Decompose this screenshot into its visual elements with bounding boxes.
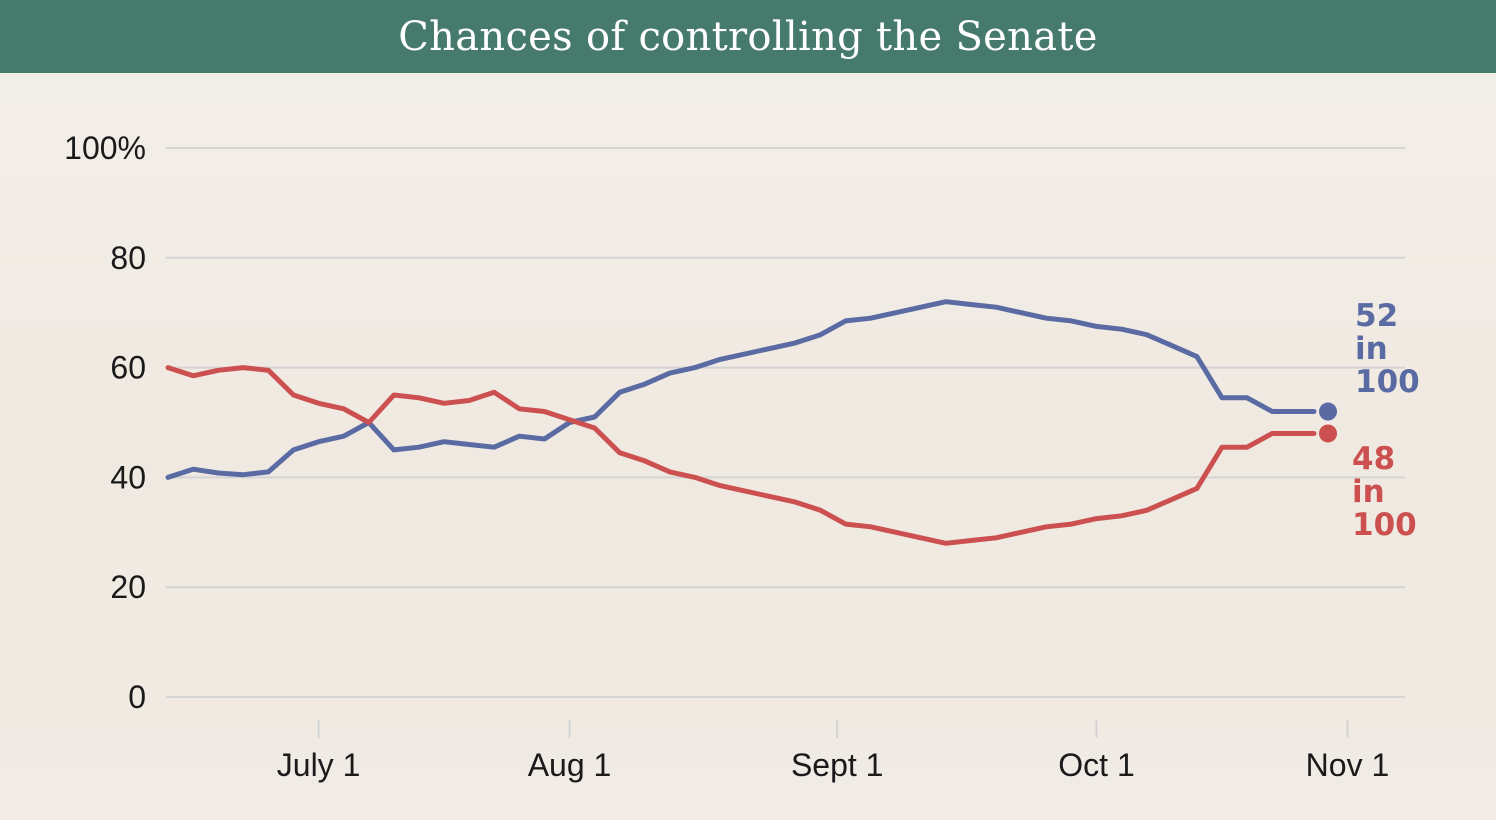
series-lines [165,299,1337,546]
y-tick-label-80: 80 [110,240,146,276]
y-tick-label-20: 20 [110,569,146,605]
header-bar: Chances of controlling the Senate [0,0,1496,73]
x-tick-label-3: Oct 1 [1058,747,1134,783]
series-line-0 [165,299,1317,480]
x-tick-label-1: Aug 1 [528,747,612,783]
x-tick-label-4: Nov 1 [1306,747,1390,783]
y-tick-label-100: 100% [64,130,146,166]
series-end-dot-1 [1319,424,1337,443]
end-label-1-line-1: in [1352,474,1385,510]
chart-title: Chances of controlling the Senate [398,13,1098,60]
series-line-1 [165,365,1317,546]
grid-lines [166,147,1405,698]
series-end-dot-0 [1319,402,1337,421]
end-label-1-line-0: 48 [1352,441,1395,477]
y-axis-ticks: 0 20 40 60 80 100% [64,130,146,715]
end-label-0-line-1: in [1355,331,1388,367]
x-tick-label-2: Sept 1 [791,747,884,783]
end-label-0-line-2: 100 [1355,364,1420,400]
y-tick-label-60: 60 [110,350,146,386]
x-axis-ticks: July 1 Aug 1 Sept 1 Oct 1 Nov 1 [277,720,1389,783]
y-tick-label-0: 0 [128,679,146,715]
y-tick-label-40: 40 [110,459,146,495]
end-label-1-line-2: 100 [1352,507,1417,543]
end-label-0-line-0: 52 [1355,298,1398,334]
x-tick-label-0: July 1 [277,747,361,783]
